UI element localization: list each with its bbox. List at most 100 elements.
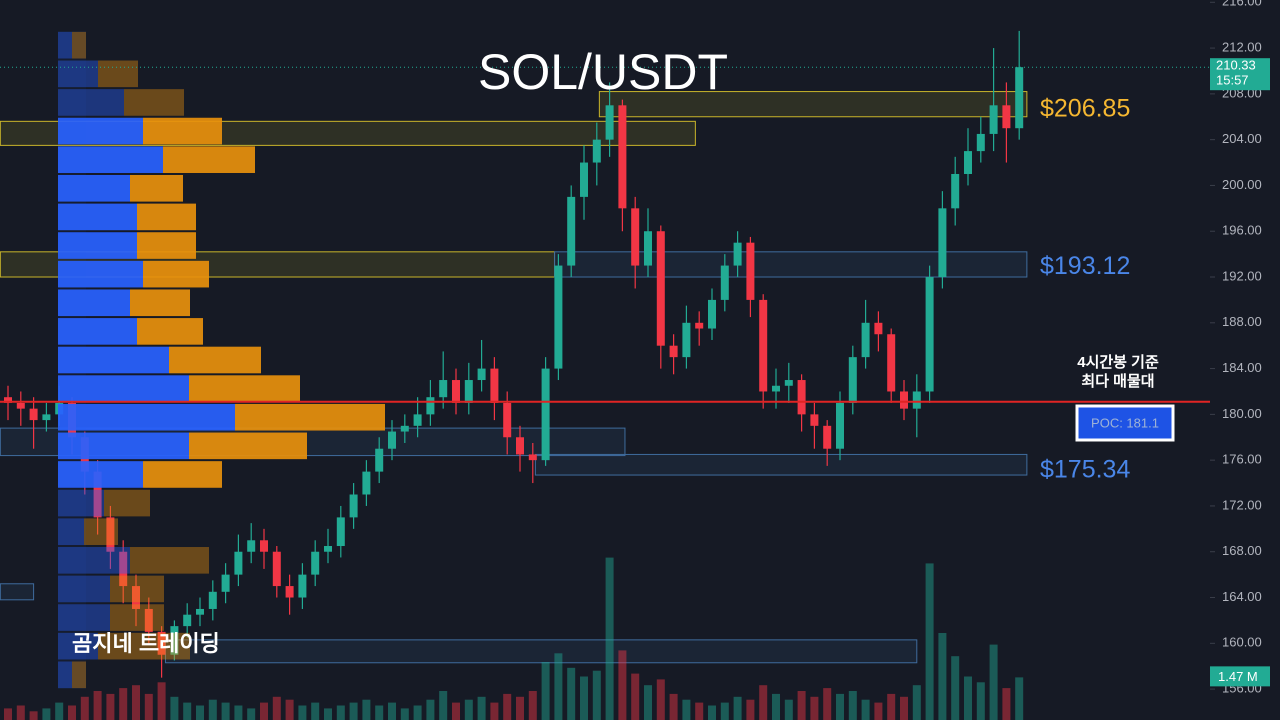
volume-bar <box>170 696 179 720</box>
profile-buy <box>58 604 110 631</box>
profile-sell <box>72 661 86 689</box>
volume-bar <box>733 696 742 720</box>
candle-body <box>336 517 345 547</box>
candle-body <box>695 322 704 329</box>
volume-bar <box>1002 688 1011 720</box>
volume-tag-label: 1.47 M <box>1218 669 1258 684</box>
profile-buy <box>58 174 130 202</box>
profile-buy <box>58 60 98 88</box>
profile-buy <box>58 461 143 488</box>
candle-body <box>797 380 806 415</box>
volume-bar <box>925 563 934 720</box>
volume-bar <box>272 696 281 720</box>
y-tick-label: 180.00 <box>1222 406 1262 421</box>
candle-body <box>989 105 998 134</box>
candle-body <box>208 591 217 609</box>
volume-bar <box>4 708 12 720</box>
profile-buy <box>58 661 72 689</box>
candle-body <box>964 151 972 174</box>
volume-bar <box>132 685 140 720</box>
y-tick-label: 196.00 <box>1222 223 1262 238</box>
profile-buy <box>58 489 104 517</box>
candle-body <box>234 551 243 575</box>
volume-bar <box>400 708 409 720</box>
candle-body <box>452 380 460 403</box>
y-tick-label: 204.00 <box>1222 131 1262 146</box>
candle-body <box>682 322 691 358</box>
zone <box>164 639 918 664</box>
y-tick-label: 172.00 <box>1222 497 1262 512</box>
volume-bar <box>157 682 166 720</box>
profile-buy <box>58 518 84 546</box>
candle-body <box>196 608 204 615</box>
y-tick-label: 216.00 <box>1222 0 1262 9</box>
candle-body <box>477 368 486 381</box>
candle-body <box>887 334 896 392</box>
profile-buy <box>58 146 163 173</box>
candle-body <box>311 551 320 575</box>
candle-body <box>247 540 256 552</box>
zone <box>0 583 35 601</box>
poc-label: POC: 181.1 <box>1091 415 1159 430</box>
candle-body <box>618 105 627 209</box>
candle-body <box>157 631 166 655</box>
volume-bar <box>388 702 396 720</box>
candle-body <box>439 380 448 398</box>
profile-buy <box>58 31 72 59</box>
candle-body <box>733 242 742 266</box>
volume-bar <box>426 699 435 720</box>
candle-body <box>720 265 729 300</box>
candle-body <box>848 357 857 403</box>
last-price-label: 210.33 <box>1216 58 1256 73</box>
profile-sell <box>137 203 196 231</box>
volume-bar <box>976 682 985 720</box>
volume-bar <box>234 705 243 720</box>
profile-sell <box>235 403 385 431</box>
poc-note: 최다 매물대 <box>1081 372 1154 390</box>
candle-body <box>912 391 921 409</box>
volume-bar <box>554 653 563 720</box>
y-tick-label: 184.00 <box>1222 360 1262 375</box>
y-tick-label: 188.00 <box>1222 314 1262 329</box>
volume-bar <box>644 685 652 720</box>
candle-body <box>1015 67 1024 129</box>
volume-bar <box>938 633 947 720</box>
volume-bar <box>42 708 51 720</box>
candle-body <box>272 551 281 587</box>
volume-bar <box>682 699 691 720</box>
y-tick-label: 164.00 <box>1222 589 1262 604</box>
volume-bar <box>413 705 422 720</box>
profile-sell <box>130 289 190 317</box>
candle-body <box>580 162 588 197</box>
volume-bar <box>605 557 614 720</box>
profile-sell <box>169 346 261 374</box>
volume-bar <box>631 673 640 720</box>
volume-bar <box>183 702 192 720</box>
volume-bar <box>29 711 38 720</box>
volume-bar <box>1015 677 1024 720</box>
volume-bar <box>823 688 832 720</box>
profile-sell <box>137 232 196 259</box>
volume-bar <box>797 691 806 720</box>
candle-body <box>772 385 780 392</box>
volume-bar <box>247 708 256 720</box>
poc-note: 4시간봉 기준 <box>1077 354 1159 371</box>
level-label: $193.12 <box>1040 252 1130 280</box>
zone <box>534 453 1028 476</box>
candle-body <box>605 105 614 140</box>
candle-body <box>503 402 512 438</box>
y-tick-label: 160.00 <box>1222 635 1262 650</box>
volume-bar <box>848 691 857 720</box>
volume-bar <box>93 691 102 720</box>
profile-sell <box>110 604 164 631</box>
y-tick-label: 212.00 <box>1222 40 1262 55</box>
volume-bar <box>567 667 576 720</box>
candle-body <box>1002 105 1011 129</box>
volume-bar <box>503 693 512 720</box>
volume-bar <box>208 699 217 720</box>
volume-bar <box>285 699 294 720</box>
candle-body <box>784 380 793 386</box>
volume-bar <box>964 676 972 720</box>
